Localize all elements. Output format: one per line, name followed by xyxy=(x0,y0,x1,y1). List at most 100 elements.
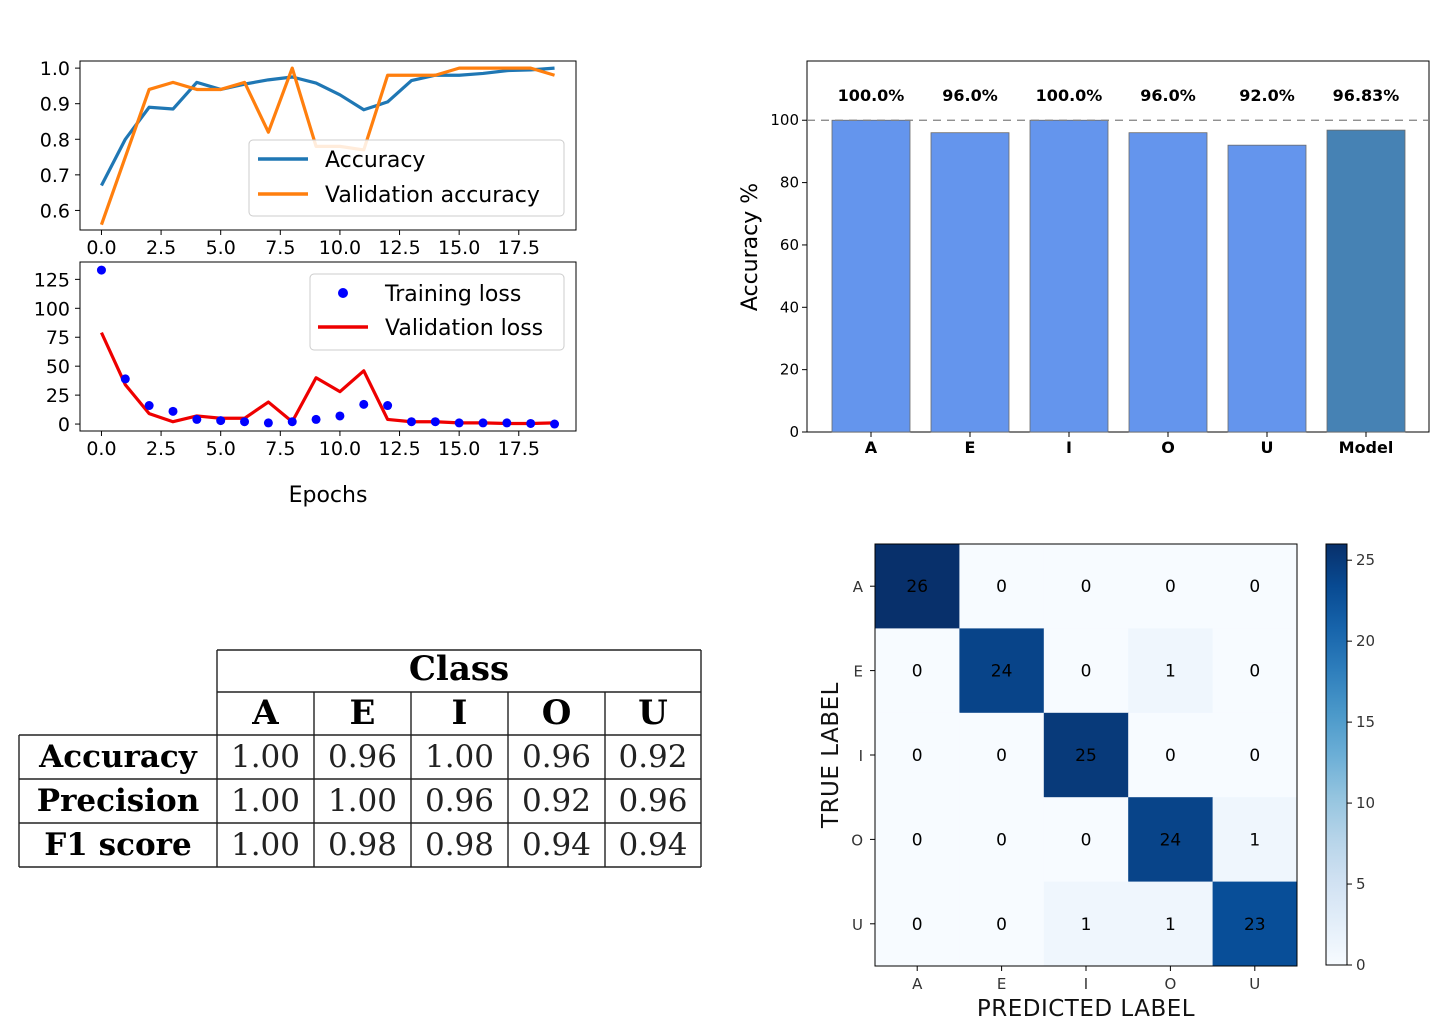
cm-cell xyxy=(1043,712,1129,798)
bar-y-tick-label: 20 xyxy=(780,361,799,379)
table-cell: 1.00 xyxy=(231,827,300,863)
cm-cell-value: 26 xyxy=(906,577,928,597)
loss-training-point xyxy=(216,416,226,426)
table-column-header: E xyxy=(350,693,376,733)
cm-cell-value: 24 xyxy=(1160,830,1182,850)
cm-cell xyxy=(875,881,960,967)
cm-cell-value: 0 xyxy=(996,577,1007,597)
loss-training-point xyxy=(406,417,416,427)
cm-cell-value: 0 xyxy=(912,915,923,935)
loss-training-point xyxy=(120,374,130,384)
cm-cell-value: 0 xyxy=(912,746,923,766)
loss-chart: 0.0 2.5 5.0 7.5 10.0 12.5 15.0 17.5 0 25 50 75 100 12… xyxy=(34,261,577,508)
cm-colorbar-tick-label: 20 xyxy=(1356,632,1375,650)
loss-y-tick-label: 100 xyxy=(34,298,70,320)
cm-cell-value: 0 xyxy=(1249,577,1260,597)
accuracy-y-tick-label: 0.8 xyxy=(40,129,70,151)
cm-cell xyxy=(959,628,1045,714)
table-row-label: Precision xyxy=(37,783,199,819)
cm-cell xyxy=(875,544,960,629)
table-cell: 0.98 xyxy=(425,827,494,863)
table-cell: 0.96 xyxy=(328,739,397,775)
bar-value-label: 96.83% xyxy=(1333,86,1400,105)
loss-training-point xyxy=(311,414,321,424)
bar-value-label: 96.0% xyxy=(942,86,998,105)
cm-cell-value: 0 xyxy=(912,830,923,850)
cm-cell xyxy=(875,712,960,798)
cm-cell xyxy=(1212,544,1298,629)
accuracy-y-tick-label: 0.6 xyxy=(40,200,70,222)
cm-cell-value: 0 xyxy=(1081,577,1092,597)
accuracy-x-tick-label: 5.0 xyxy=(206,237,236,259)
cm-colorbar-tick-label: 25 xyxy=(1356,551,1375,569)
accuracy-legend-label: Validation accuracy xyxy=(325,183,540,208)
accuracy-x-tick-label: 12.5 xyxy=(378,237,420,259)
loss-legend-box xyxy=(309,273,565,351)
table-cell: 0.96 xyxy=(522,739,591,775)
cm-cell-value: 24 xyxy=(991,662,1013,682)
loss-legend-swatch xyxy=(338,288,348,298)
bar-category-label: E xyxy=(965,438,976,457)
table-column-header: O xyxy=(542,693,572,733)
table-cell: 0.92 xyxy=(522,783,591,819)
loss-y-tick-label: 25 xyxy=(46,385,70,407)
cm-cell-value: 0 xyxy=(996,746,1007,766)
loss-y-tick-label: 75 xyxy=(46,327,70,349)
loss-y-tick-label: 0 xyxy=(58,414,70,436)
cm-cell-value: 0 xyxy=(1165,577,1176,597)
bar xyxy=(1128,132,1208,433)
cm-y-tick-label: A xyxy=(853,578,864,596)
bar-category-label: U xyxy=(1261,438,1274,457)
cm-cell xyxy=(959,797,1045,883)
accuracy-x-tick-label: 10.0 xyxy=(319,237,361,259)
bar-y-tick-label: 100 xyxy=(770,111,799,129)
table-column-header: U xyxy=(638,693,668,733)
bar-value-label: 92.0% xyxy=(1239,86,1295,105)
bar-y-tick-label: 60 xyxy=(780,236,799,254)
accuracy-legend-label: Accuracy xyxy=(325,148,425,173)
bar xyxy=(930,132,1010,433)
loss-x-tick-label: 0.0 xyxy=(86,438,116,460)
accuracy-legend: Accuracy Validation accuracy xyxy=(248,139,565,217)
accuracy-y-tick-label: 1.0 xyxy=(40,58,70,80)
cm-cell xyxy=(1128,881,1214,967)
loss-x-tick-label: 5.0 xyxy=(206,438,236,460)
loss-legend: Training loss Validation loss xyxy=(309,273,565,351)
table-cell: 0.98 xyxy=(328,827,397,863)
accuracy-x-tick-label: 15.0 xyxy=(438,237,480,259)
loss-x-tick-label: 10.0 xyxy=(319,438,361,460)
bar-plot-frame xyxy=(806,60,1430,433)
cm-cell xyxy=(875,628,960,714)
loss-legend-label: Training loss xyxy=(384,282,521,307)
accuracy-y-tick-label: 0.7 xyxy=(40,165,70,187)
cm-x-axis-label: PREDICTED LABEL xyxy=(977,996,1195,1022)
cm-colorbar-tick-label: 10 xyxy=(1356,794,1375,812)
cm-cell-value: 0 xyxy=(1081,662,1092,682)
cm-cell xyxy=(1212,628,1298,714)
cm-colorbar-tick-label: 15 xyxy=(1356,713,1375,731)
cm-y-tick-label: E xyxy=(854,663,863,681)
cm-cell-value: 25 xyxy=(1075,746,1097,766)
loss-training-point xyxy=(96,265,106,275)
loss-y-tick-label: 125 xyxy=(34,269,70,291)
bar-chart: 0 20 40 60 80 100 A 100.0% E 96.0% I 100.0% O 96.0% U 9… xyxy=(738,60,1430,457)
table-cell: 1.00 xyxy=(231,783,300,819)
table-cell: 0.94 xyxy=(522,827,591,863)
loss-training-point xyxy=(144,401,154,411)
cm-colorbar xyxy=(1325,543,1348,966)
accuracy-y-tick-label: 0.9 xyxy=(40,94,70,116)
loss-training-point xyxy=(287,417,297,427)
table-cell: 1.00 xyxy=(425,739,494,775)
table-column-header: I xyxy=(452,693,468,733)
bar xyxy=(1227,144,1307,433)
cm-cell-value: 0 xyxy=(1249,662,1260,682)
bar-value-label: 100.0% xyxy=(1036,86,1103,105)
bar-y-tick-label: 80 xyxy=(780,174,799,192)
cm-cell xyxy=(1128,628,1214,714)
cm-x-tick-label: I xyxy=(1084,975,1088,993)
loss-training-point xyxy=(168,406,178,416)
cm-x-tick-label: U xyxy=(1249,975,1260,993)
cm-cell-value: 0 xyxy=(1081,830,1092,850)
cm-cell xyxy=(959,544,1045,629)
